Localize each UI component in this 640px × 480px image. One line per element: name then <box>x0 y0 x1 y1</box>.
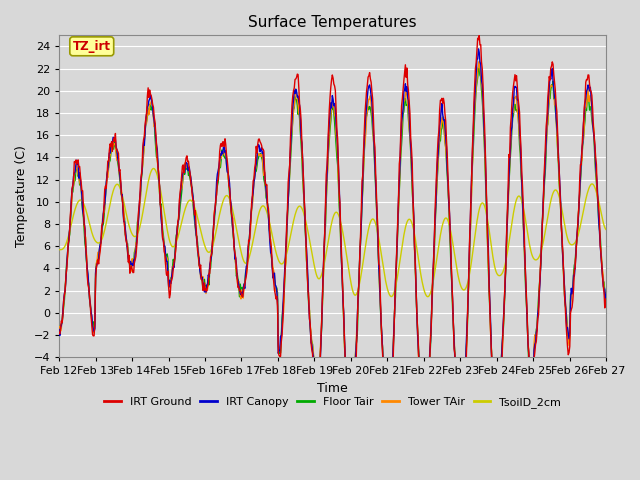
X-axis label: Time: Time <box>317 382 348 395</box>
Text: TZ_irt: TZ_irt <box>73 40 111 53</box>
Legend: IRT Ground, IRT Canopy, Floor Tair, Tower TAir, TsoilD_2cm: IRT Ground, IRT Canopy, Floor Tair, Towe… <box>100 393 566 413</box>
Title: Surface Temperatures: Surface Temperatures <box>248 15 417 30</box>
Y-axis label: Temperature (C): Temperature (C) <box>15 145 28 247</box>
